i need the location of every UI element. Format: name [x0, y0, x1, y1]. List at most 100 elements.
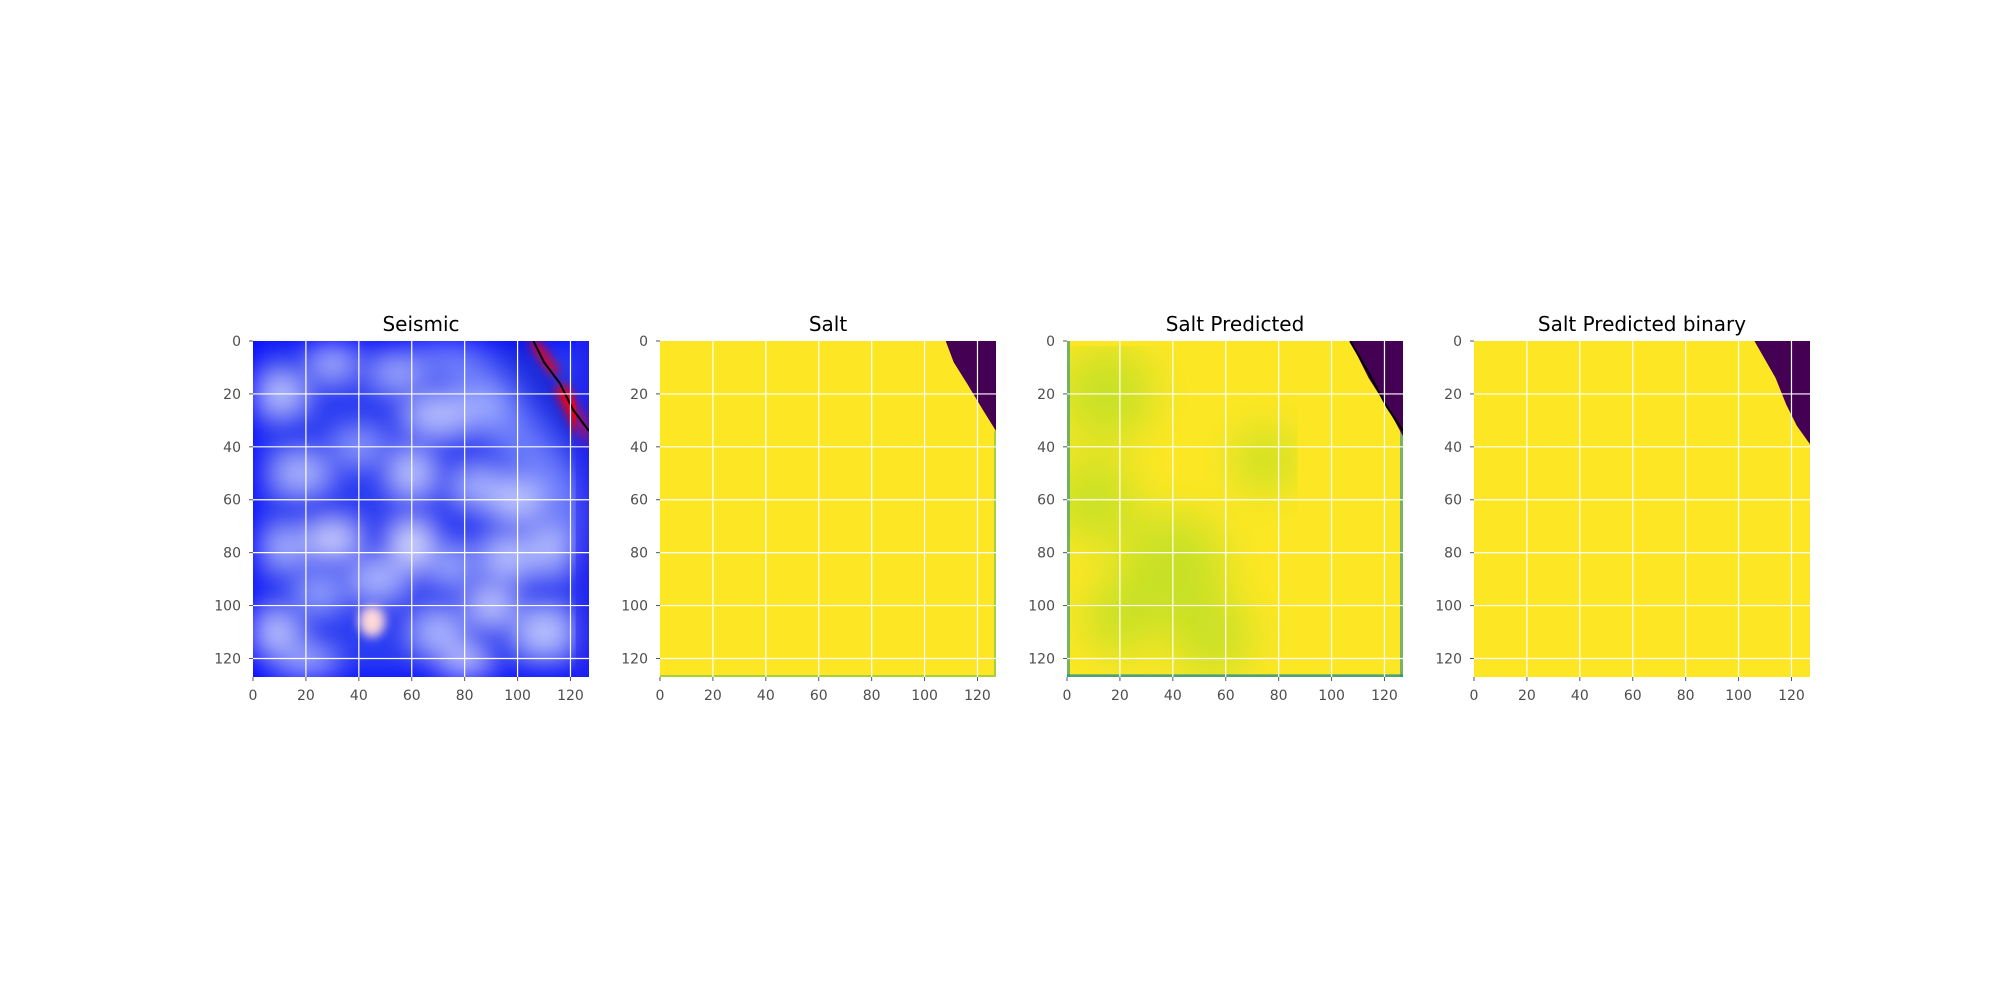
grid	[1474, 341, 1810, 677]
x-tick-label: 100	[911, 688, 938, 704]
texture-band	[504, 341, 589, 461]
y-tick-label: 100	[621, 599, 648, 615]
x-tick-label: 60	[810, 688, 828, 704]
x-tick-label: 80	[456, 688, 474, 704]
texture-blob	[313, 348, 351, 376]
texture-blob	[517, 610, 571, 654]
panel-title: Salt	[809, 312, 848, 336]
x-tick-label: 40	[1164, 688, 1182, 704]
prediction-edge	[1400, 341, 1403, 677]
x-tick-label: 40	[1571, 688, 1589, 704]
texture-blob	[297, 576, 341, 609]
grid	[1067, 341, 1403, 677]
y-tick-label: 120	[621, 651, 648, 667]
x-tick-label: 80	[1677, 688, 1695, 704]
y-tick-label: 80	[1444, 546, 1462, 562]
y-tick-label: 120	[214, 651, 241, 667]
y-tick-label: 0	[639, 334, 648, 350]
y-tick-label: 100	[214, 599, 241, 615]
non-salt-region	[1754, 341, 1810, 445]
texture-blob	[483, 539, 531, 577]
mask-edge	[660, 675, 996, 677]
y-tick-label: 0	[232, 334, 241, 350]
y-tick-label: 120	[1435, 651, 1462, 667]
y-tick-label: 60	[223, 493, 241, 509]
y-tick-label: 80	[630, 546, 648, 562]
texture-blob	[430, 550, 473, 582]
texture-blob	[350, 563, 404, 595]
x-tick-label: 20	[297, 688, 315, 704]
heatmap-image	[660, 341, 996, 677]
prediction-edge	[1067, 674, 1403, 677]
heatmap-image	[1067, 341, 1403, 677]
texture-blob	[406, 399, 470, 431]
y-tick-label: 40	[1444, 440, 1462, 456]
x-tick-label: 120	[1371, 688, 1398, 704]
x-tick-label: 60	[403, 688, 421, 704]
panel-title: Seismic	[382, 312, 459, 336]
x-tick-label: 40	[350, 688, 368, 704]
x-tick-label: 20	[704, 688, 722, 704]
y-tick-label: 0	[1046, 334, 1055, 350]
heatmap-image	[1474, 341, 1810, 677]
x-tick-label: 20	[1518, 688, 1536, 704]
panel-title: Salt Predicted	[1166, 312, 1305, 336]
grid	[660, 341, 996, 677]
mask-edge	[994, 430, 996, 677]
salt-boundary-contour	[532, 341, 589, 432]
y-tick-label: 60	[1444, 493, 1462, 509]
y-tick-label: 60	[1037, 493, 1055, 509]
x-tick-label: 60	[1217, 688, 1235, 704]
texture-blob	[263, 531, 306, 564]
salt-region	[1474, 341, 1810, 677]
y-tick-label: 120	[1028, 651, 1055, 667]
prediction-texture	[1172, 597, 1253, 677]
panel-3: 0 20 40 60 80 100 120 0 20 40 60 80 100 120 Salt Predi…	[1028, 312, 1403, 704]
y-tick-label: 40	[630, 440, 648, 456]
x-tick-label: 100	[1318, 688, 1345, 704]
panel-2: 0 20 40 60 80 100 120 0 20 40 60 80 100 120 Salt	[621, 312, 996, 704]
texture-blob	[253, 616, 298, 648]
y-tick-label: 80	[1037, 546, 1055, 562]
y-tick-label: 60	[630, 493, 648, 509]
texture-blob	[530, 523, 568, 572]
y-tick-label: 80	[223, 546, 241, 562]
salt-region	[660, 341, 996, 677]
heatmap-image	[253, 341, 589, 677]
prediction-edge	[1067, 341, 1070, 677]
prediction-texture	[1233, 428, 1298, 492]
x-tick-label: 0	[1470, 688, 1479, 704]
texture-blob	[372, 359, 425, 386]
y-tick-label: 40	[1037, 440, 1055, 456]
y-tick-label: 20	[1444, 387, 1462, 403]
edge-shade	[575, 341, 589, 677]
x-tick-label: 20	[1111, 688, 1129, 704]
x-tick-label: 0	[1063, 688, 1072, 704]
y-tick-label: 20	[1037, 387, 1055, 403]
x-tick-label: 100	[504, 688, 531, 704]
panel-title: Salt Predicted binary	[1538, 312, 1746, 336]
texture-blob	[414, 613, 463, 651]
x-tick-label: 120	[964, 688, 991, 704]
grid	[253, 341, 589, 677]
non-salt-region	[945, 341, 996, 431]
texture-blob	[308, 526, 357, 553]
x-tick-label: 80	[863, 688, 881, 704]
x-tick-label: 0	[249, 688, 258, 704]
x-tick-label: 40	[757, 688, 775, 704]
y-tick-label: 20	[223, 387, 241, 403]
x-tick-label: 120	[557, 688, 584, 704]
x-tick-label: 60	[1624, 688, 1642, 704]
salt-boundary-contour	[1349, 341, 1403, 432]
texture-blob	[358, 605, 386, 638]
texture-blob	[454, 470, 502, 503]
y-tick-label: 0	[1453, 334, 1462, 350]
y-tick-label: 100	[1028, 599, 1055, 615]
panel-1: 0 20 40 60 80 100 120 0 20 40 60 80 100 120 Seismic	[214, 312, 589, 704]
y-tick-label: 40	[223, 440, 241, 456]
y-tick-label: 20	[630, 387, 648, 403]
x-tick-label: 0	[656, 688, 665, 704]
reflector-red	[528, 341, 560, 376]
x-tick-label: 80	[1270, 688, 1288, 704]
